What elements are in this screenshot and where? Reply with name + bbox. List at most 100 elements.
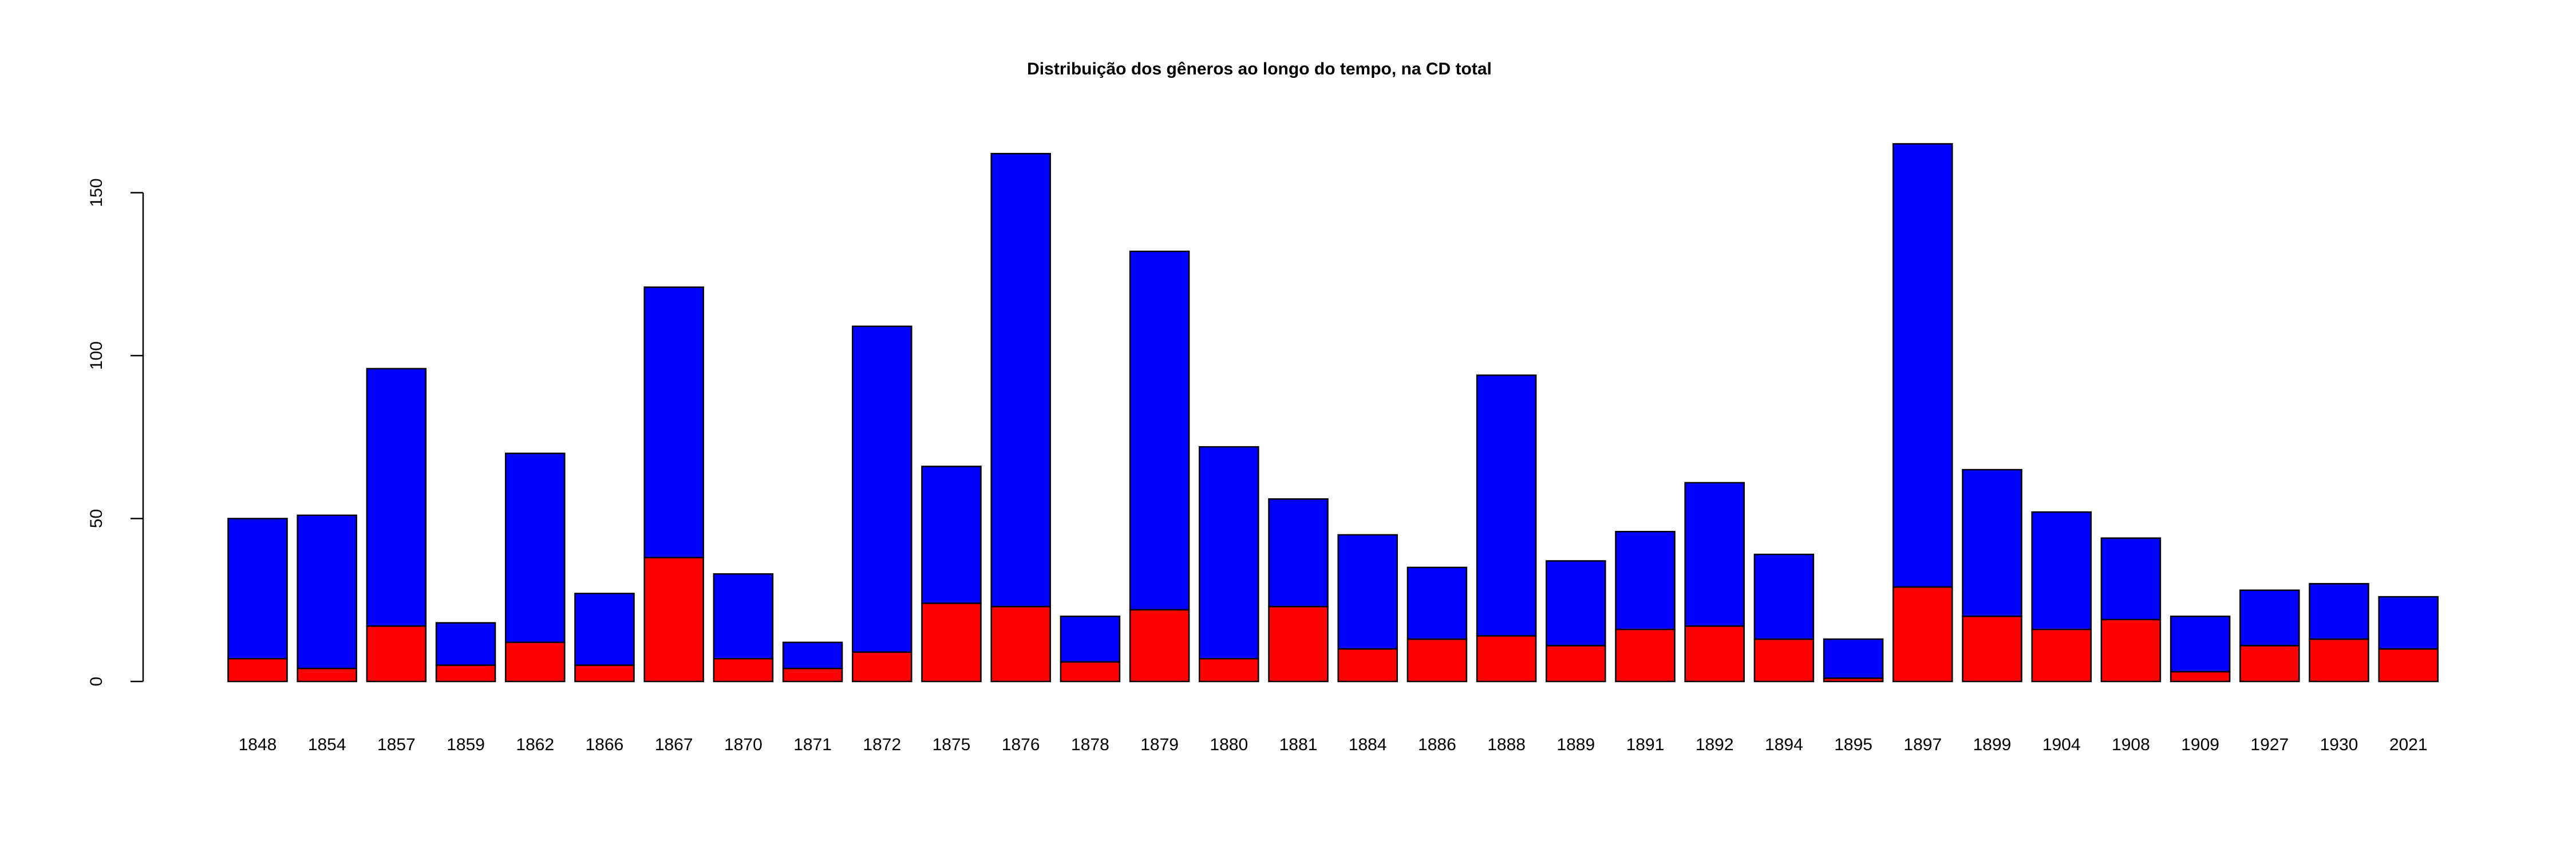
bar-1927-blue xyxy=(2239,589,2300,647)
bar-1904-red xyxy=(2031,628,2092,683)
bar-2021-red xyxy=(2378,648,2439,683)
y-tick-label: 150 xyxy=(87,178,106,207)
bar-1888-red xyxy=(1476,635,1537,683)
y-tick-label: 50 xyxy=(87,509,106,528)
bar-1888-blue xyxy=(1476,374,1537,637)
bar-1862-blue xyxy=(505,452,566,643)
x-tick-label: 1892 xyxy=(1696,735,1734,754)
bar-1878-blue xyxy=(1060,615,1121,663)
bar-1879-blue xyxy=(1129,250,1190,611)
x-tick-label: 1904 xyxy=(2042,735,2081,754)
x-tick-label: 1886 xyxy=(1418,735,1456,754)
x-tick-label: 1871 xyxy=(793,735,832,754)
x-tick-label: 1879 xyxy=(1140,735,1179,754)
bar-1878-red xyxy=(1060,661,1121,683)
bar-2021-blue xyxy=(2378,596,2439,650)
bar-1904-blue xyxy=(2031,511,2092,631)
bar-1891-red xyxy=(1615,628,1676,683)
x-tick-label: 1889 xyxy=(1556,735,1595,754)
bar-1889-red xyxy=(1546,645,1606,683)
bar-1854-red xyxy=(297,667,357,683)
bar-1859-blue xyxy=(435,622,496,666)
x-tick-label: 1870 xyxy=(724,735,762,754)
bar-1857-red xyxy=(366,625,427,683)
bar-1854-blue xyxy=(297,514,357,669)
bar-1908-red xyxy=(2100,618,2162,683)
bar-1909-blue xyxy=(2170,615,2231,673)
bar-1899-red xyxy=(1962,615,2022,683)
x-tick-label: 1872 xyxy=(863,735,901,754)
x-tick-label: 1888 xyxy=(1487,735,1526,754)
x-tick-label: 1859 xyxy=(447,735,485,754)
bar-1848-red xyxy=(227,657,288,683)
x-tick-label: 1895 xyxy=(1834,735,1872,754)
bar-1881-blue xyxy=(1268,498,1329,608)
bar-1872-red xyxy=(852,651,912,683)
bar-1889-blue xyxy=(1546,560,1606,647)
y-axis: 0 50 100 150 xyxy=(87,178,144,687)
bar-1875-red xyxy=(921,602,982,683)
bar-1894-blue xyxy=(1753,553,1815,640)
x-tick-label: 1854 xyxy=(308,735,346,754)
bar-1930-blue xyxy=(2309,583,2369,640)
y-tick-label: 0 xyxy=(87,677,106,687)
x-tick-label: 1848 xyxy=(239,735,277,754)
x-tick-label: 1866 xyxy=(586,735,624,754)
bar-1930-red xyxy=(2309,638,2369,683)
bar-1909-red xyxy=(2170,671,2231,683)
x-tick-label: 1891 xyxy=(1626,735,1665,754)
bar-1880-red xyxy=(1199,657,1259,683)
bar-1895-blue xyxy=(1823,638,1884,679)
bar-1897-red xyxy=(1893,586,1953,683)
chart-title: Distribuição dos gêneros ao longo do tem… xyxy=(1027,60,1492,78)
x-tick-label: 1857 xyxy=(377,735,416,754)
x-tick-label: 1930 xyxy=(2320,735,2358,754)
x-tick-label: 1908 xyxy=(2112,735,2150,754)
bar-1876-blue xyxy=(990,152,1051,608)
bar-1899-blue xyxy=(1962,468,2022,617)
bar-1892-red xyxy=(1684,625,1745,683)
bar-1876-red xyxy=(990,605,1051,683)
bar-1884-blue xyxy=(1337,534,1398,650)
bar-1875-blue xyxy=(921,466,982,604)
bar-1870-blue xyxy=(713,573,774,660)
bar-1866-red xyxy=(574,664,635,683)
bar-1857-blue xyxy=(366,368,427,627)
bar-1886-blue xyxy=(1406,566,1468,640)
bar-1879-red xyxy=(1129,609,1190,683)
x-tick-label: 1899 xyxy=(1973,735,2012,754)
bar-1927-red xyxy=(2239,645,2300,683)
x-tick-label: 1884 xyxy=(1349,735,1387,754)
x-tick-label: 1927 xyxy=(2250,735,2289,754)
x-tick-label: 1881 xyxy=(1279,735,1318,754)
bar-1867-red xyxy=(643,557,704,683)
x-tick-label: 1867 xyxy=(655,735,693,754)
bar-1891-blue xyxy=(1615,531,1676,631)
bar-1892-blue xyxy=(1684,482,1745,627)
bar-1871-blue xyxy=(782,641,843,669)
x-tick-label: 1880 xyxy=(1210,735,1248,754)
x-tick-label: 1875 xyxy=(933,735,971,754)
bar-1897-blue xyxy=(1893,143,1953,588)
bar-1880-blue xyxy=(1199,446,1259,660)
bar-1870-red xyxy=(713,657,774,683)
bar-1871-red xyxy=(782,667,843,683)
y-tick-label: 100 xyxy=(87,341,106,370)
x-tick-label: 1909 xyxy=(2181,735,2219,754)
x-tick-label: 2021 xyxy=(2389,735,2428,754)
bar-1884-red xyxy=(1337,648,1398,683)
x-tick-label: 1894 xyxy=(1765,735,1803,754)
bar-1867-blue xyxy=(643,286,704,559)
x-tick-label: 1862 xyxy=(516,735,554,754)
bar-1908-blue xyxy=(2100,537,2162,621)
x-tick-label: 1897 xyxy=(1903,735,1942,754)
x-axis-labels: 1848 1854 1857 1859 1862 1866 1867 1870 1871 1872… xyxy=(239,735,2428,754)
bars-layer xyxy=(227,143,2439,683)
bar-1859-red xyxy=(435,664,496,683)
bar-1872-blue xyxy=(852,325,912,653)
bar-1848-blue xyxy=(227,518,288,660)
bar-1866-blue xyxy=(574,593,635,666)
bar-1881-red xyxy=(1268,605,1329,683)
